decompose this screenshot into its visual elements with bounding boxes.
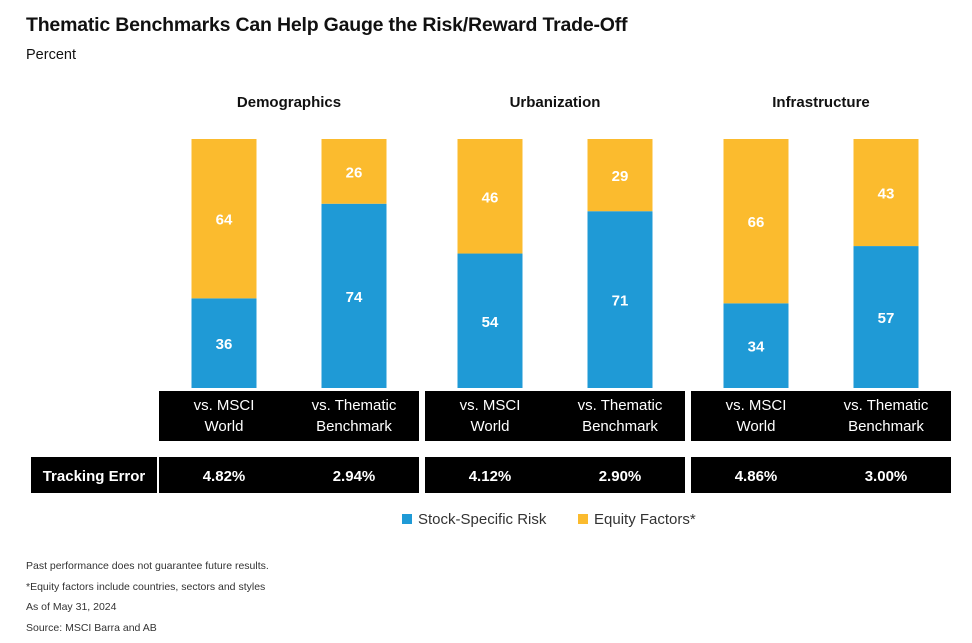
data-label-equity-factors: 26 [346,164,363,181]
tracking-error-cell [159,457,289,493]
legend-label-stock-specific-risk: Stock-Specific Risk [418,511,547,528]
category-label-line: vs. Thematic [844,397,929,414]
tracking-error-cell [691,457,821,493]
tracking-error-value: 4.86% [735,468,778,485]
data-label-equity-factors: 66 [748,214,765,231]
category-label-line: Benchmark [316,418,392,435]
bar-equity-factors [457,139,523,254]
category-label-line: vs. Thematic [312,397,397,414]
footnote-date: As of May 31, 2024 [26,601,117,613]
tracking-error-value: 2.94% [333,468,376,485]
legend-label-equity-factors: Equity Factors* [594,511,696,528]
bar-stock-specific-risk [457,253,523,388]
tracking-error-value: 2.90% [599,468,642,485]
category-label-box [425,391,555,441]
category-label-line: vs. MSCI [726,397,787,414]
tracking-error-value: 3.00% [865,468,908,485]
footnote-equity-factors: *Equity factors include countries, secto… [26,580,266,593]
tracking-error-value: 4.82% [203,468,246,485]
category-label-box [159,391,289,441]
bar-stock-specific-risk [191,298,257,388]
bar-stock-specific-risk [853,246,919,388]
footnotes: Past performance does not guarantee futu… [26,556,269,638]
chart-subtitle: Percent [26,47,76,63]
category-label-line: vs. MSCI [194,397,255,414]
bar-stock-specific-risk [321,203,387,388]
data-label-equity-factors: 64 [216,212,233,229]
category-label-line: vs. Thematic [578,397,663,414]
bar-equity-factors [587,139,653,212]
category-label-line: World [471,418,510,435]
data-label-equity-factors: 43 [878,186,895,203]
bar-equity-factors [191,139,257,299]
tracking-error-cell [289,457,419,493]
data-label-stock-specific-risk: 57 [878,310,895,327]
bar-stock-specific-risk [587,211,653,388]
tracking-error-value: 4.12% [469,468,512,485]
group-heading-demographics: Demographics [237,94,341,111]
tracking-error-cell [425,457,555,493]
footnote-source: Source: MSCI Barra and AB [26,621,157,634]
bar-equity-factors [723,139,789,304]
footnote-performance: Past performance does not guarantee futu… [26,560,269,572]
bar-equity-factors [853,139,919,247]
legend-swatch-equity-factors [578,514,588,524]
tracking-error-cell [821,457,951,493]
data-label-equity-factors: 46 [482,189,499,206]
group-heading-urbanization: Urbanization [510,94,601,111]
category-label-box [289,391,419,441]
category-label-line: World [205,418,244,435]
category-label-box [555,391,685,441]
data-label-stock-specific-risk: 74 [346,289,363,306]
category-label-line: Benchmark [582,418,658,435]
category-label-line: vs. MSCI [460,397,521,414]
data-label-equity-factors: 29 [612,168,629,185]
category-label-line: World [737,418,776,435]
tracking-error-label: Tracking Error [43,468,146,485]
category-label-box [821,391,951,441]
tracking-error-label-box [31,457,157,493]
data-label-stock-specific-risk: 34 [748,339,765,356]
bar-equity-factors [321,139,387,204]
data-label-stock-specific-risk: 36 [216,336,233,353]
data-label-stock-specific-risk: 71 [612,293,629,310]
tracking-error-cell [555,457,685,493]
legend-swatch-stock-specific-risk [402,514,412,524]
bar-stock-specific-risk [723,303,789,388]
chart-title: Thematic Benchmarks Can Help Gauge the R… [26,14,628,36]
category-label-line: Benchmark [848,418,924,435]
group-heading-infrastructure: Infrastructure [772,94,870,111]
category-label-box [691,391,821,441]
data-label-stock-specific-risk: 54 [482,314,499,331]
